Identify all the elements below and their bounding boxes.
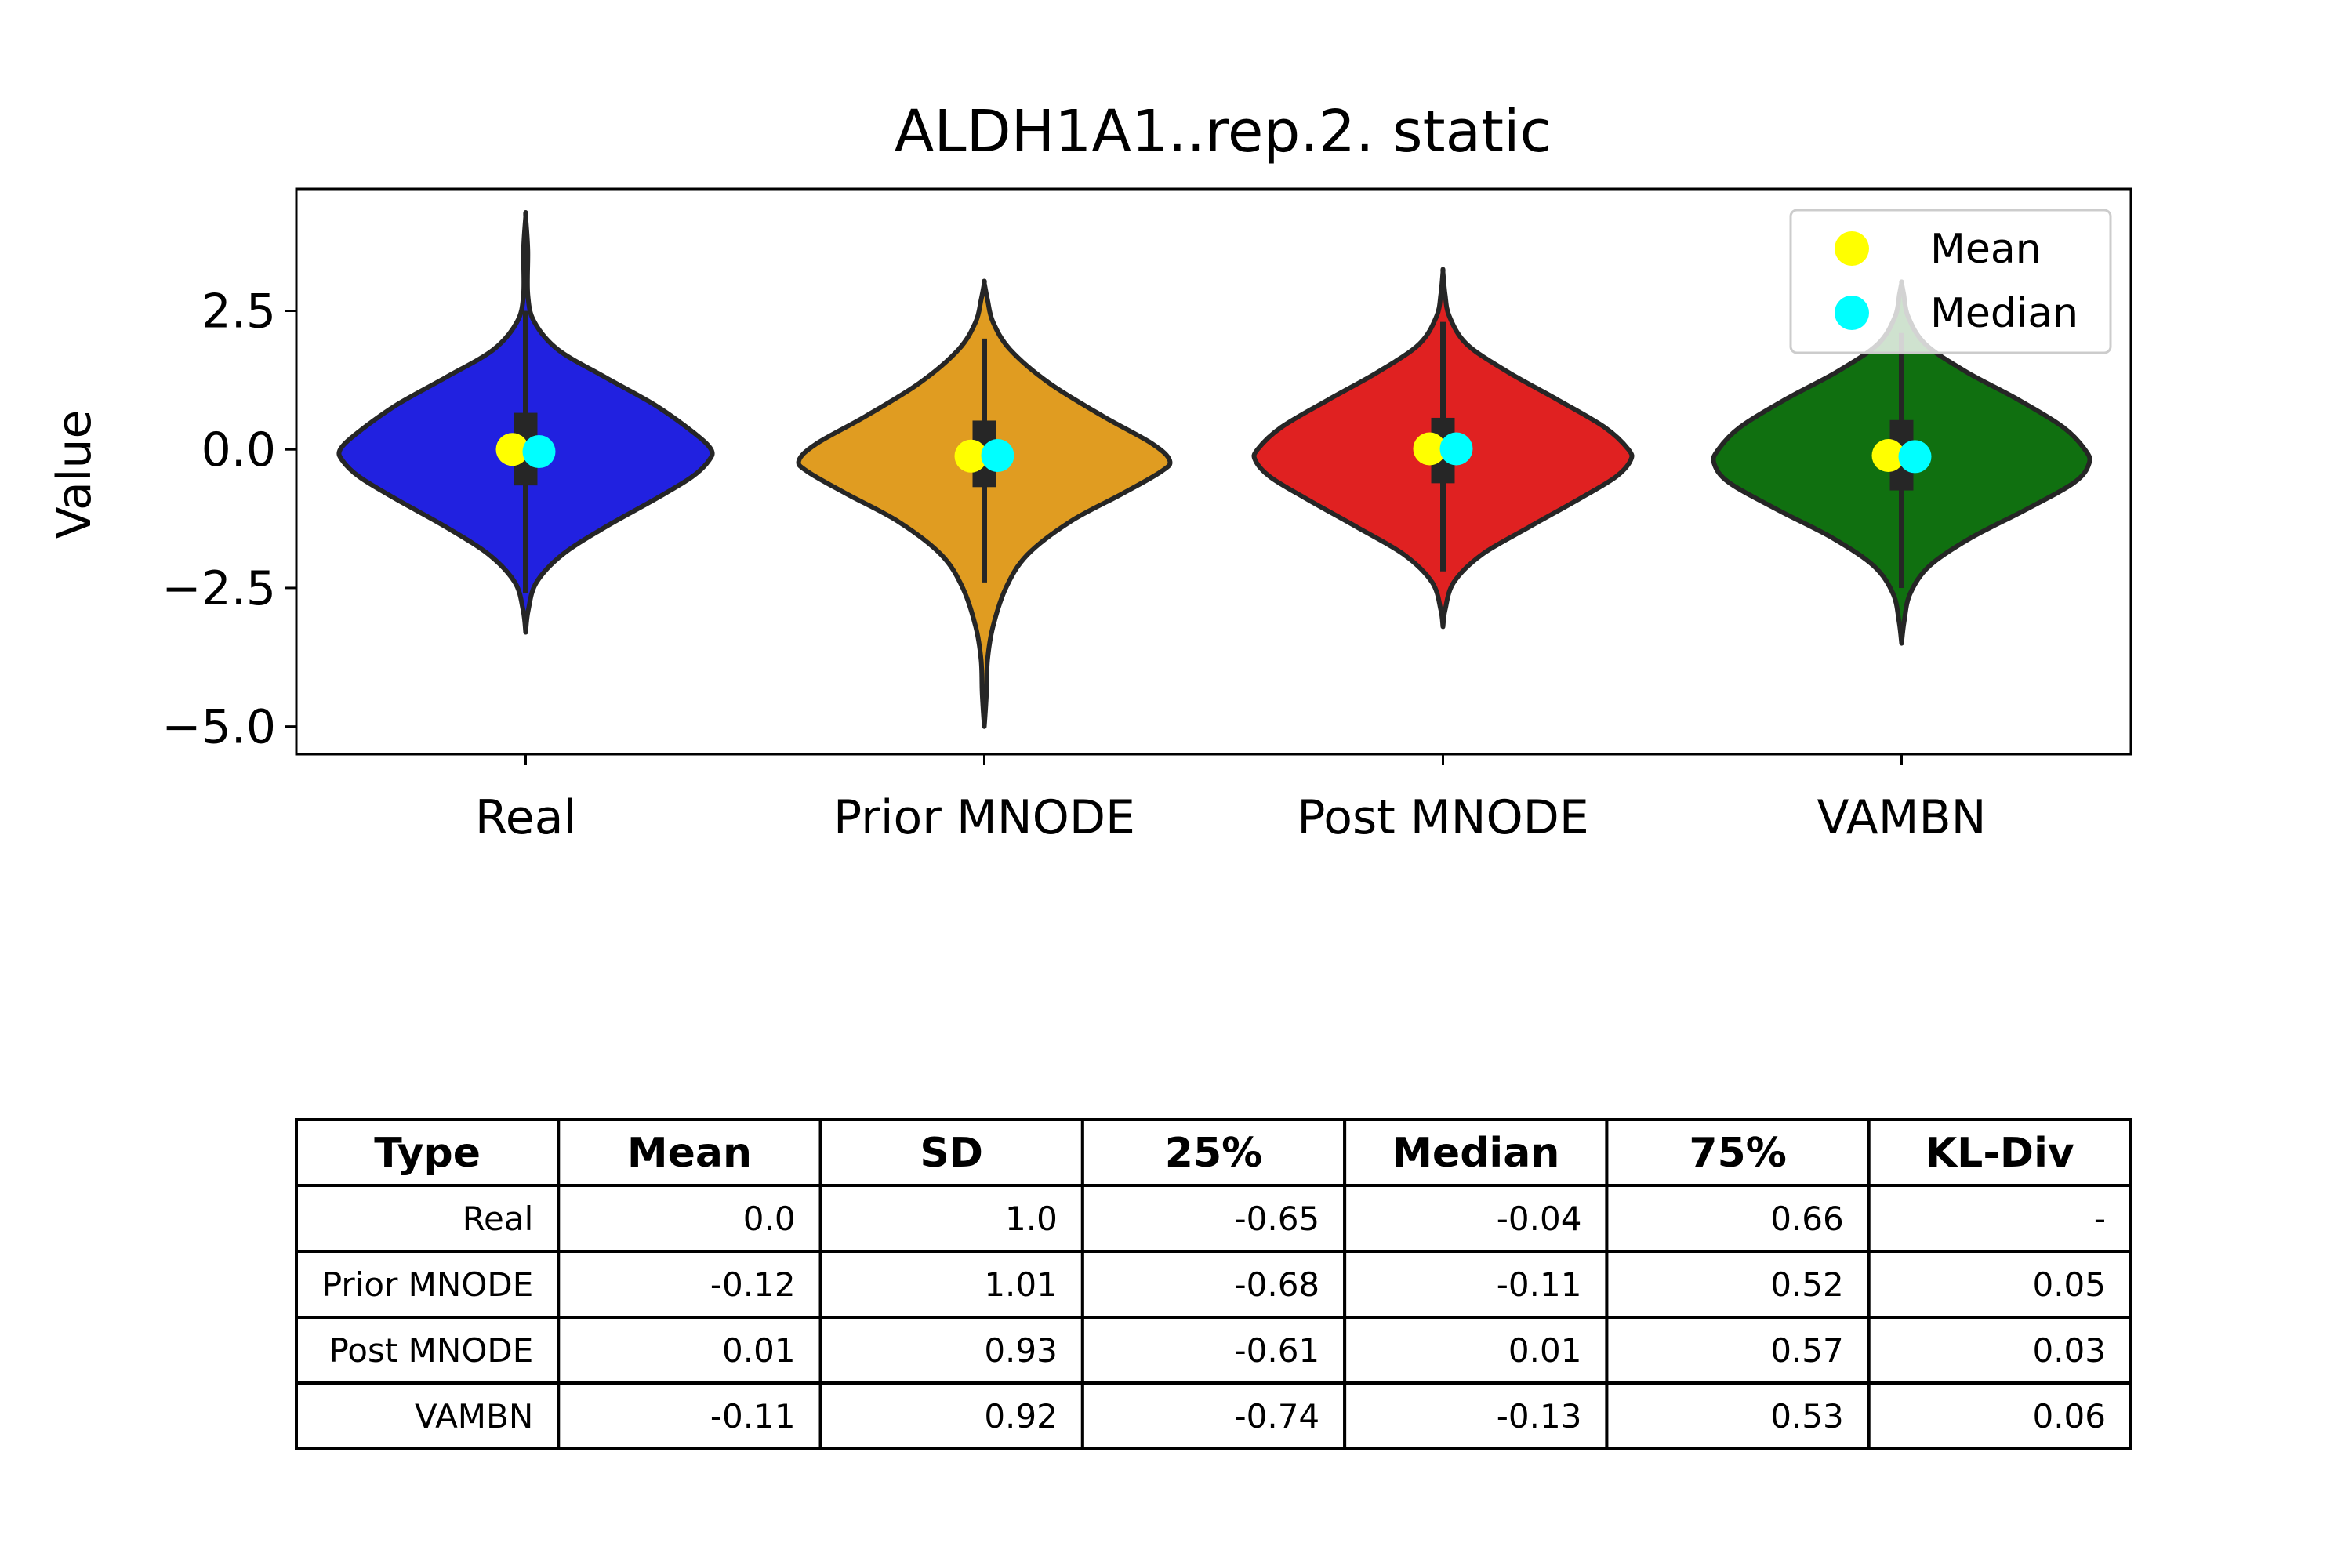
plot-frame (295, 187, 2132, 756)
table-header-cell: KL-Div (1926, 1130, 2074, 1177)
legend-label-median: Median (1930, 290, 2078, 337)
median-marker (1898, 440, 1932, 474)
violin-post-mnode (1251, 267, 1635, 630)
table-data-cell: 1.01 (984, 1265, 1058, 1304)
table-cell (557, 1184, 822, 1253)
table-cell (1867, 1184, 2133, 1253)
table-header-cell: Median (1392, 1130, 1559, 1177)
table-header-cell: 75% (1689, 1130, 1786, 1177)
table-data-cell: 1.0 (1005, 1200, 1058, 1238)
axes: 2.5 0.0 −2.5 −5.0 Real Prior MNODE Post MNODE V… (162, 187, 2132, 845)
table-data-cell: -0.65 (1234, 1200, 1319, 1238)
table-cell (1343, 1250, 1609, 1319)
table-cell (1867, 1118, 2133, 1187)
table-cell (1343, 1381, 1609, 1450)
table-data-cell: VAMBN (415, 1397, 533, 1436)
table-data-cell: -0.13 (1497, 1397, 1582, 1436)
table-data-cell: 0.66 (1770, 1200, 1844, 1238)
table-cell (295, 1316, 561, 1385)
table-cell (557, 1316, 822, 1385)
x-tick-label: VAMBN (1817, 790, 1986, 845)
table-data-cell: 0.93 (984, 1331, 1058, 1370)
table-data-cell: -0.12 (710, 1265, 796, 1304)
y-axis-label: Value (47, 410, 102, 539)
table-cell (557, 1250, 822, 1319)
table-data-cell: -0.68 (1234, 1265, 1319, 1304)
y-tick-label: 0.0 (201, 423, 276, 477)
violin-real (336, 210, 715, 635)
violin-prior-mnode (796, 278, 1173, 729)
table-data-cell: Prior MNODE (322, 1265, 533, 1304)
legend-box (1789, 209, 2112, 354)
median-marker (1439, 432, 1473, 466)
table-cell (295, 1381, 561, 1450)
table-data-cell: 0.52 (1770, 1265, 1844, 1304)
y-tick-label: −5.0 (162, 700, 276, 755)
table-header-cell: Mean (627, 1130, 752, 1177)
table-data-cell: 0.53 (1770, 1397, 1844, 1436)
mean-marker (954, 439, 988, 473)
table-cell (1080, 1250, 1347, 1319)
median-marker (522, 435, 556, 469)
table-data-cell: -0.11 (710, 1397, 796, 1436)
table-cell (1343, 1184, 1609, 1253)
mean-marker (1413, 432, 1446, 466)
table-data-cell: -0.61 (1234, 1331, 1319, 1370)
table-data-cell: 0.01 (1508, 1331, 1582, 1370)
table-data-cell: 0.06 (2032, 1397, 2106, 1436)
legend-marker-median (1835, 296, 1869, 330)
table-data-cell: -0.04 (1497, 1200, 1582, 1238)
legend-marker-mean (1835, 231, 1869, 266)
table-data-cell: Post MNODE (328, 1331, 533, 1370)
table-cell (295, 1184, 561, 1253)
table-header-cell: 25% (1165, 1130, 1262, 1177)
table-cell (1605, 1316, 1871, 1385)
violins (336, 210, 2092, 729)
mean-marker (1871, 439, 1905, 473)
table-cell (818, 1118, 1084, 1187)
table-data-cell: 0.03 (2032, 1331, 2106, 1370)
table-header-cell: Type (374, 1130, 481, 1177)
mean-marker (495, 433, 529, 466)
table-cell (1343, 1316, 1609, 1385)
y-tick-label: 2.5 (201, 285, 276, 339)
table-data-cell: 0.01 (722, 1331, 796, 1370)
table-header-cell: SD (920, 1130, 983, 1177)
table-data-cell: -0.11 (1497, 1265, 1582, 1304)
table-data-cell: - (2094, 1200, 2106, 1238)
table-cell (818, 1250, 1084, 1319)
table-cell (818, 1316, 1084, 1385)
table-data-cell: 0.05 (2032, 1265, 2106, 1304)
legend: Mean Median (1789, 209, 2112, 354)
x-tick-label: Post MNODE (1297, 790, 1589, 845)
x-tick-label: Prior MNODE (833, 790, 1135, 845)
table-data-cell: -0.74 (1234, 1397, 1319, 1436)
table-cell (1867, 1316, 2133, 1385)
table-cell (557, 1118, 822, 1187)
table-data-cell: Real (463, 1200, 534, 1238)
x-tick-label: Real (475, 790, 576, 845)
table-data-cell: 0.57 (1770, 1331, 1844, 1370)
table-data-cell: 0.92 (984, 1397, 1058, 1436)
median-marker (981, 439, 1014, 473)
legend-label-mean: Mean (1930, 226, 2042, 273)
chart-title: ALDH1A1..rep.2. static (895, 98, 1552, 165)
table-cell (818, 1381, 1084, 1450)
y-tick-label: −2.5 (162, 561, 276, 616)
table-cell (1867, 1381, 2133, 1450)
table-cell (1605, 1184, 1871, 1253)
table-data-cell: 0.0 (743, 1200, 796, 1238)
